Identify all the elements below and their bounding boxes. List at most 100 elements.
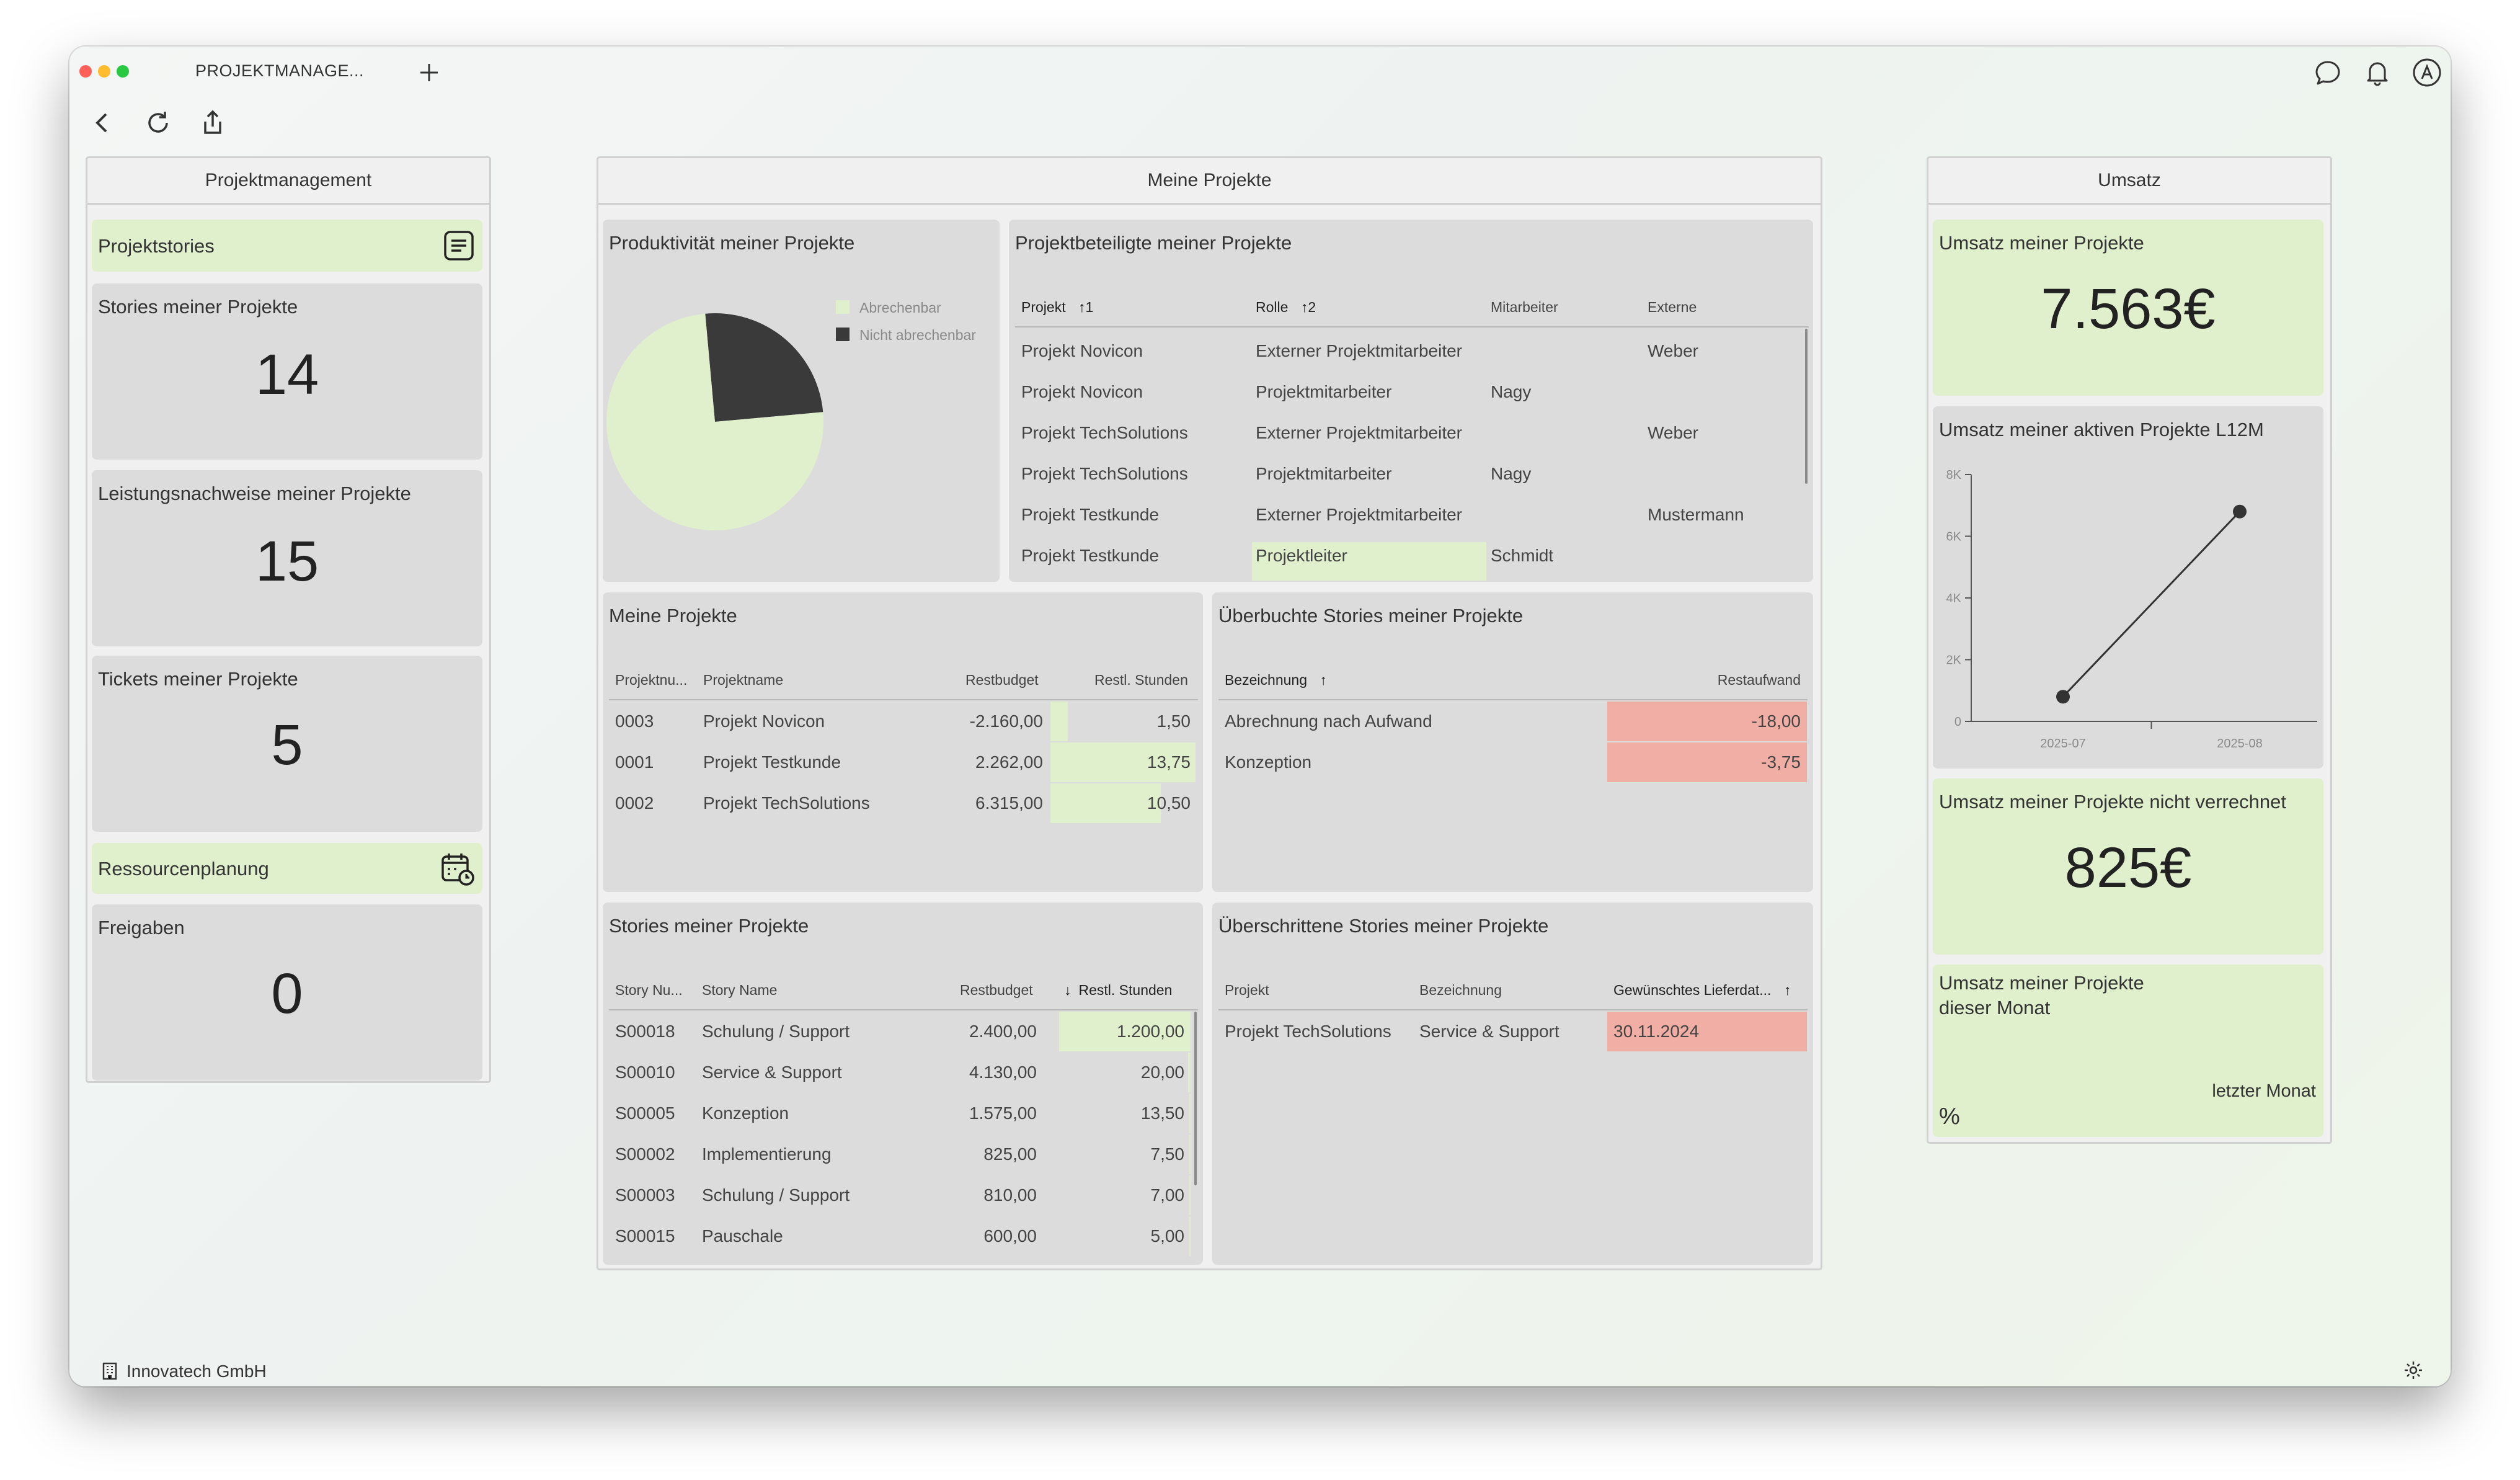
cell-rolle: Projektleiter bbox=[1256, 546, 1347, 565]
cell-restl-stunden: 13,50 bbox=[1140, 1103, 1184, 1123]
table-row[interactable]: Projekt Testkunde Projektleiter Schmidt bbox=[1009, 546, 1803, 571]
pie-slice-nicht-abrechenbar[interactable] bbox=[705, 313, 823, 422]
header-label: Bezeichnung bbox=[1225, 672, 1307, 688]
panel-meine-projekte: Meine Projekte Produktivität meiner Proj… bbox=[597, 156, 1822, 1270]
cell-projekt: Projekt Novicon bbox=[1021, 341, 1143, 360]
column-header-projektname[interactable]: Projektname bbox=[703, 672, 784, 688]
card-leistungsnachweise[interactable]: Leistungsnachweise meiner Projekte 15 bbox=[92, 470, 482, 646]
close-window-button[interactable] bbox=[79, 65, 92, 78]
cell-story-nummer: S00002 bbox=[615, 1144, 675, 1164]
panel-umsatz: Umsatz Umsatz meiner Projekte 7.563€ Ums… bbox=[1927, 156, 2332, 1144]
sort-up-icon: ↑ bbox=[1320, 672, 1327, 688]
card-projektbeteiligte: Projektbeteiligte meiner Projekte Projek… bbox=[1009, 220, 1813, 582]
account-button[interactable] bbox=[2408, 54, 2446, 91]
refresh-button[interactable] bbox=[143, 107, 174, 138]
data-point[interactable] bbox=[2233, 504, 2247, 519]
table-row[interactable]: S00005 Konzeption 1.575,00 13,50 bbox=[603, 1094, 1203, 1133]
cell-restl-stunden: 7,00 bbox=[1150, 1185, 1185, 1205]
y-tick-label: 2K bbox=[1946, 654, 1962, 667]
table-row[interactable]: Konzeption -3,75 bbox=[1212, 742, 1813, 782]
sort-order: 1 bbox=[1085, 299, 1094, 315]
column-header-restbudget[interactable]: Restbudget bbox=[960, 982, 1033, 998]
cell-rolle: Externer Projektmitarbeiter bbox=[1256, 423, 1463, 442]
column-header-story-nummer[interactable]: Story Nu... bbox=[615, 982, 683, 998]
table-row[interactable]: 0003 Projekt Novicon -2.160,00 1,50 bbox=[603, 702, 1203, 741]
table-row[interactable]: Projekt TechSolutions Externer Projektmit… bbox=[1009, 423, 1803, 448]
card-stories[interactable]: Stories meiner Projekte 14 bbox=[92, 283, 482, 460]
column-header-bezeichnung[interactable]: Bezeichnung bbox=[1419, 982, 1502, 998]
pie-chart bbox=[606, 313, 823, 530]
hours-fill-bar bbox=[1189, 1216, 1191, 1256]
hours-fill-bar bbox=[1050, 702, 1068, 741]
table-row[interactable]: Projekt Novicon Externer Projektmitarbeit… bbox=[1009, 341, 1803, 366]
table-row[interactable]: Projekt TechSolutions Service & Support 30… bbox=[1212, 1012, 1813, 1051]
column-header-restbudget[interactable]: Restbudget bbox=[965, 672, 1039, 688]
nav-ressourcenplanung[interactable]: Ressourcenplanung bbox=[92, 843, 482, 894]
column-header-projektnummer[interactable]: Projektnu... bbox=[615, 672, 688, 688]
table-row[interactable]: S00002 Implementierung 825,00 7,50 bbox=[603, 1135, 1203, 1174]
card-tickets[interactable]: Tickets meiner Projekte 5 bbox=[92, 656, 482, 832]
list-icon bbox=[444, 231, 474, 261]
pie-slice-abrechenbar[interactable] bbox=[606, 313, 823, 530]
table-row[interactable]: Projekt Novicon Projektmitarbeiter Nagy bbox=[1009, 382, 1803, 407]
column-header-rolle[interactable]: Rolle ↑2 bbox=[1256, 299, 1316, 316]
column-header-restl-stunden[interactable]: Restl. Stunden bbox=[1094, 672, 1188, 688]
card-umsatz-nicht-verrechnet[interactable]: Umsatz meiner Projekte nicht verrechnet … bbox=[1933, 778, 2323, 955]
notifications-button[interactable] bbox=[2359, 54, 2396, 91]
scrollbar[interactable] bbox=[1194, 1012, 1197, 1185]
overdue-highlight bbox=[1607, 1012, 1807, 1051]
card-umsatz-aktiv[interactable]: Umsatz meiner aktiven Projekte L12M 0 2K 4… bbox=[1933, 406, 2323, 769]
legend-swatch-nicht-abrechenbar bbox=[836, 328, 850, 341]
scrollbar[interactable] bbox=[1805, 329, 1808, 484]
table-row[interactable]: S00015 Pauschale 600,00 5,00 bbox=[603, 1216, 1203, 1256]
card-title: Stories meiner Projekte bbox=[98, 296, 298, 318]
nav-projektstories[interactable]: Projektstories bbox=[92, 220, 482, 272]
card-title: Freigaben bbox=[98, 917, 185, 938]
app-window: PROJEKTMANAGE... Projektmanagement Proje… bbox=[69, 47, 2451, 1386]
umsatz-value: 7.563€ bbox=[2041, 277, 2216, 341]
nicht-verrechnet-value: 825€ bbox=[2064, 836, 2192, 899]
overbooked-highlight bbox=[1607, 742, 1807, 782]
minimize-window-button[interactable] bbox=[98, 65, 110, 78]
cell-mitarbeiter: Schmidt bbox=[1491, 546, 1554, 565]
card-title: Projektbeteiligte meiner Projekte bbox=[1015, 232, 1292, 254]
cell-projekt: Projekt TechSolutions bbox=[1021, 464, 1188, 483]
column-header-projekt[interactable]: Projekt ↑1 bbox=[1021, 299, 1093, 316]
column-header-story-name[interactable]: Story Name bbox=[702, 982, 778, 998]
card-umsatz-monat[interactable]: Umsatz meiner Projekte dieser Monat letz… bbox=[1933, 965, 2323, 1137]
data-point[interactable] bbox=[2056, 690, 2070, 704]
chat-button[interactable] bbox=[2309, 54, 2346, 91]
maximize-window-button[interactable] bbox=[117, 65, 129, 78]
card-title: Umsatz meiner aktiven Projekte L12M bbox=[1939, 419, 2264, 440]
table-row[interactable]: S00003 Schulung / Support 810,00 7,00 bbox=[603, 1175, 1203, 1215]
hours-fill-bar bbox=[1050, 783, 1161, 823]
company-name[interactable]: Innovatech GmbH bbox=[126, 1362, 267, 1381]
settings-button[interactable] bbox=[2401, 1358, 2426, 1383]
back-button[interactable] bbox=[87, 107, 118, 138]
column-header-externe[interactable]: Externe bbox=[1648, 299, 1697, 315]
column-header-lieferdatum[interactable]: Gewünschtes Lieferdat... ↑ bbox=[1613, 982, 1791, 999]
column-header-restl-stunden[interactable]: ↓ Restl. Stunden bbox=[1064, 982, 1172, 999]
sort-order: 2 bbox=[1308, 299, 1316, 315]
column-header-bezeichnung[interactable]: Bezeichnung ↑ bbox=[1225, 672, 1327, 689]
table-row[interactable]: S00018 Schulung / Support 2.400,00 1.200,00 bbox=[603, 1012, 1203, 1051]
column-header-restaufwand[interactable]: Restaufwand bbox=[1717, 672, 1801, 688]
table-row[interactable]: S00010 Service & Support 4.130,00 20,00 bbox=[603, 1053, 1203, 1092]
table-row[interactable]: Abrechnung nach Aufwand -18,00 bbox=[1212, 702, 1813, 741]
panel-title: Meine Projekte bbox=[598, 158, 1821, 205]
card-umsatz[interactable]: Umsatz meiner Projekte 7.563€ bbox=[1933, 220, 2323, 396]
table-row[interactable]: 0002 Projekt TechSolutions 6.315,00 10,50 bbox=[603, 783, 1203, 823]
table-row[interactable]: Projekt Testkunde Externer Projektmitarbe… bbox=[1009, 505, 1803, 530]
cell-restl-stunden: 1,50 bbox=[1156, 711, 1191, 731]
cell-projekt: Projekt TechSolutions bbox=[1225, 1022, 1391, 1041]
card-freigaben[interactable]: Freigaben 0 bbox=[92, 904, 482, 1081]
card-title: Tickets meiner Projekte bbox=[98, 668, 298, 690]
table-row[interactable]: 0001 Projekt Testkunde 2.262,00 13,75 bbox=[603, 742, 1203, 782]
share-button[interactable] bbox=[197, 107, 228, 138]
table-row[interactable]: Projekt TechSolutions Projektmitarbeiter N… bbox=[1009, 464, 1803, 489]
new-tab-button[interactable] bbox=[415, 59, 443, 86]
tab-title[interactable]: PROJEKTMANAGE... bbox=[195, 61, 365, 80]
column-header-mitarbeiter[interactable]: Mitarbeiter bbox=[1491, 299, 1558, 315]
column-header-projekt[interactable]: Projekt bbox=[1225, 982, 1269, 998]
cell-mitarbeiter: Nagy bbox=[1491, 382, 1532, 401]
